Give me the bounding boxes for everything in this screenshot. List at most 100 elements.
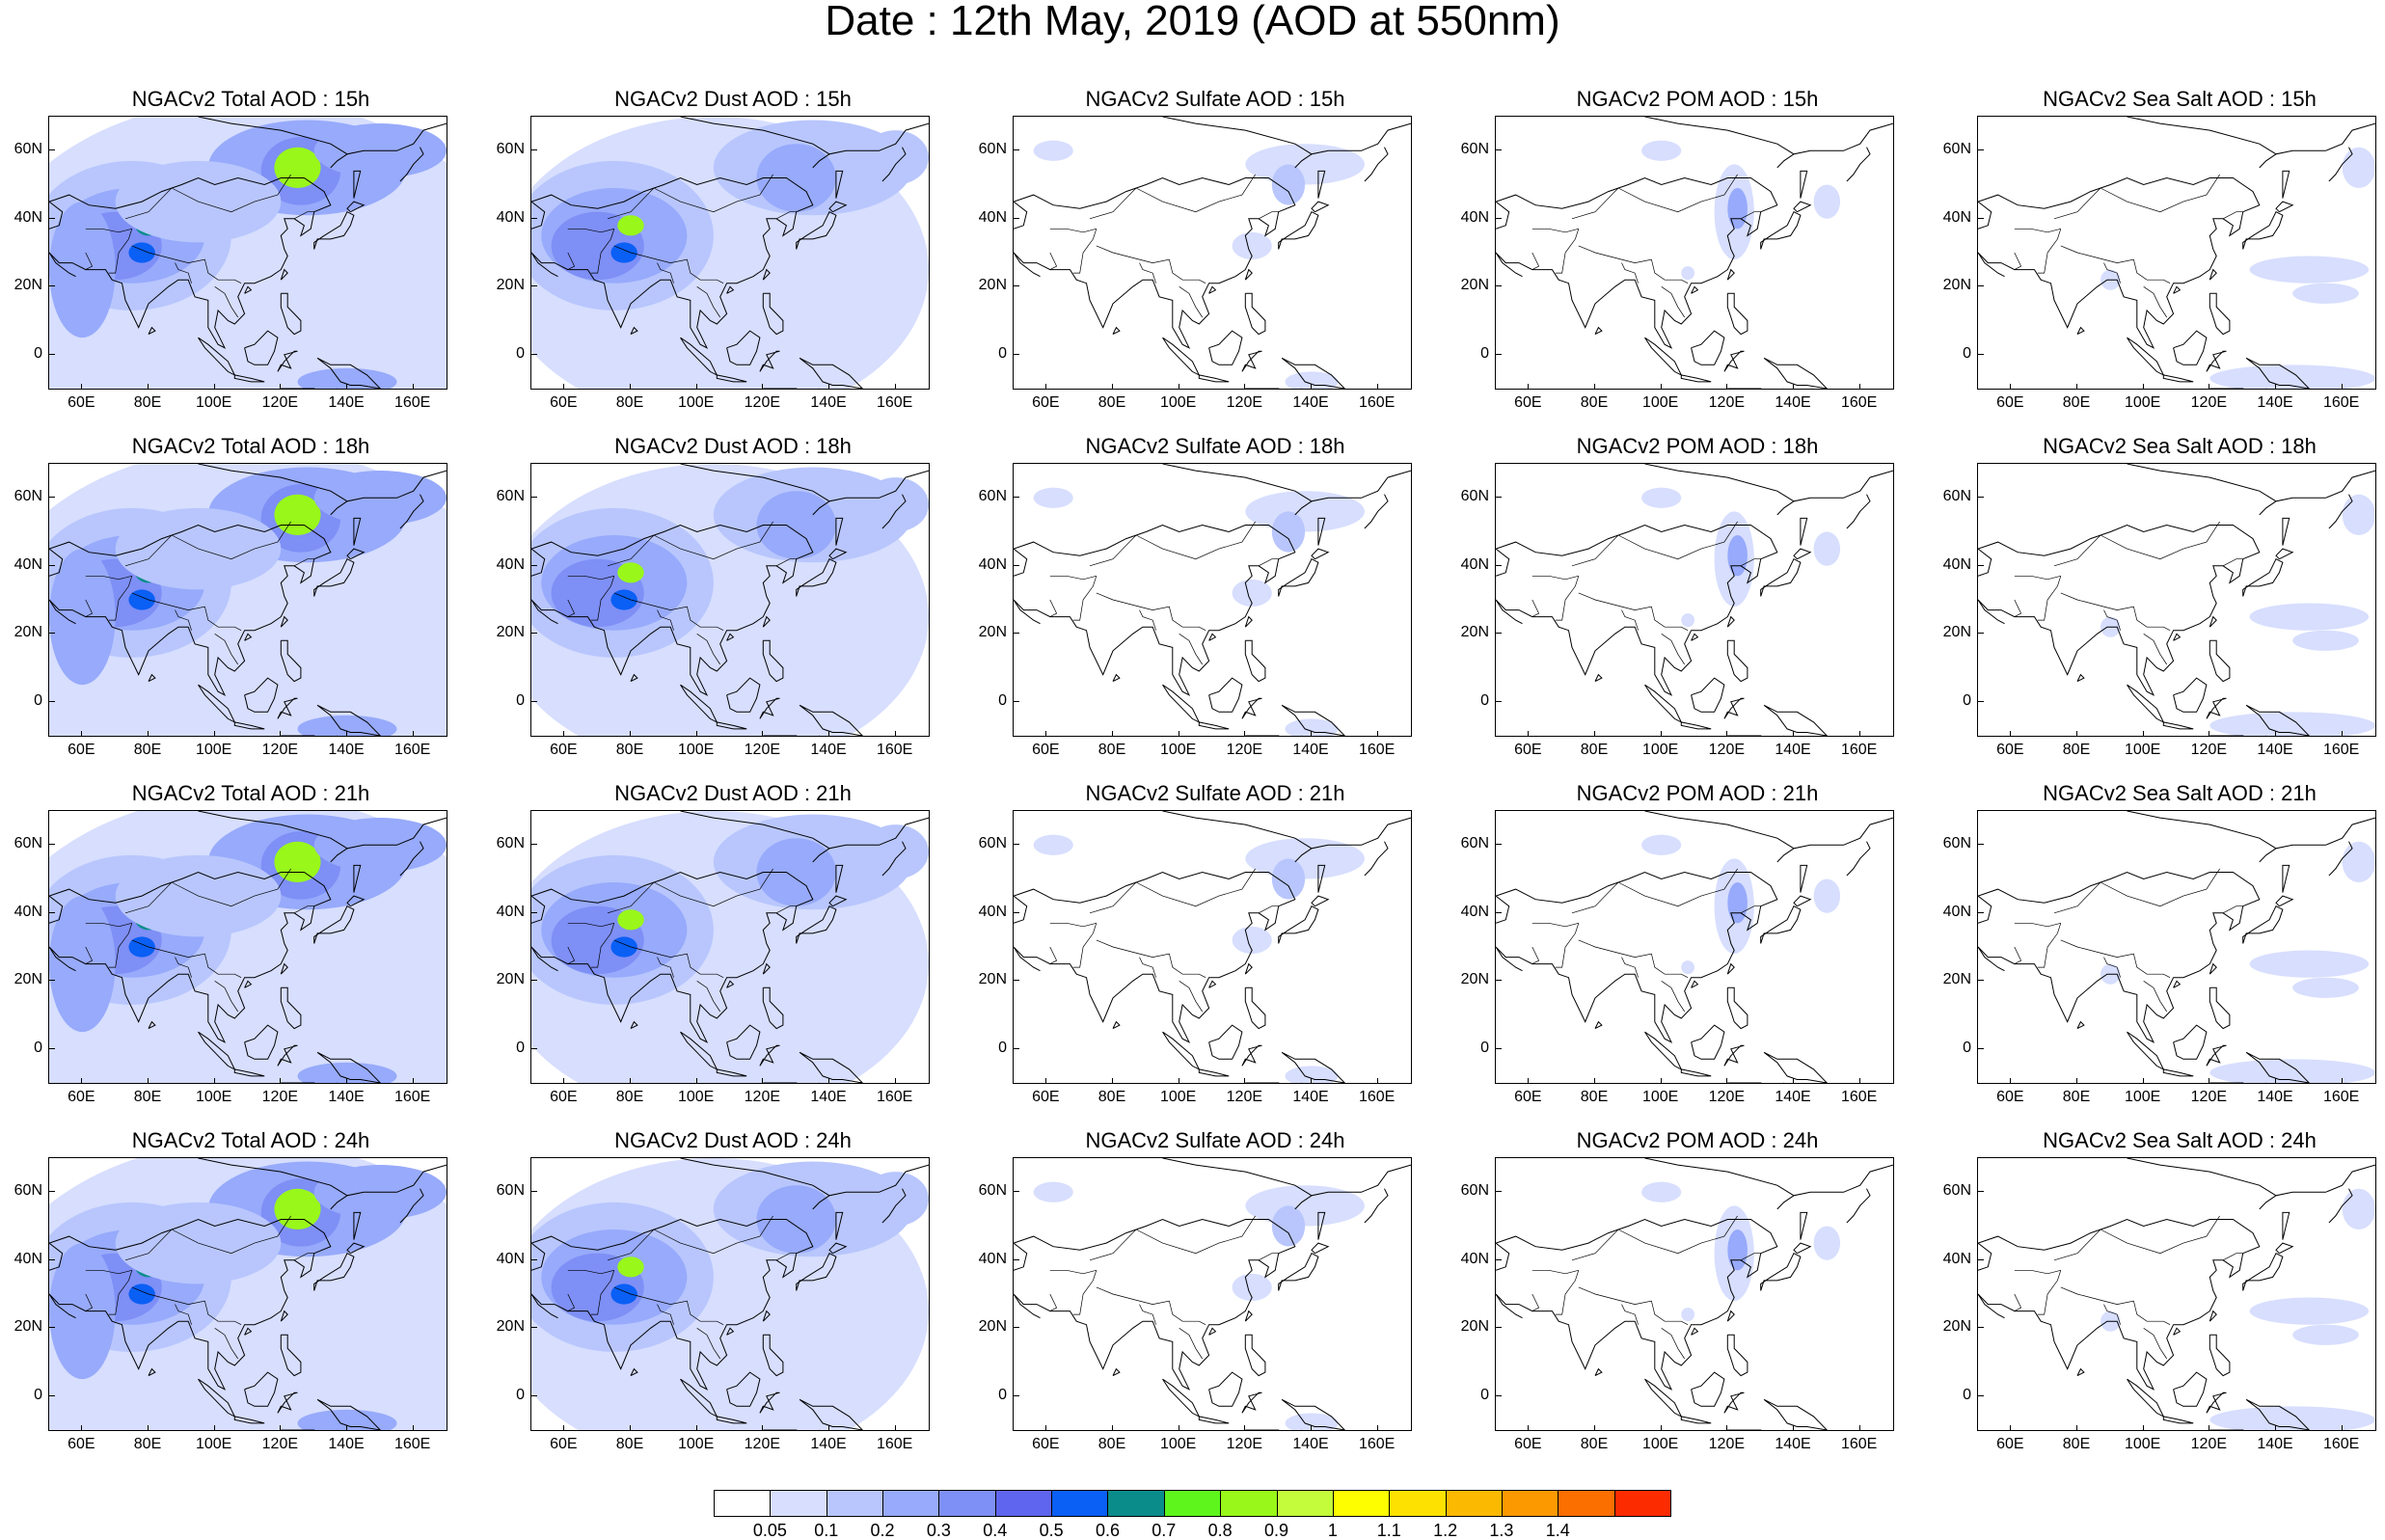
- coastline: [49, 524, 332, 696]
- aod-region: [1681, 960, 1694, 975]
- map-panel: NGACv2 Total AOD : 21h 60E 80E 100E 120E 140E…: [14, 781, 463, 1105]
- coastline: [1162, 1158, 1411, 1197]
- coastline: [1244, 268, 1253, 281]
- coastline: [2328, 494, 2353, 529]
- country-border: [1049, 599, 1058, 617]
- lon-tick: [1660, 1078, 1662, 1084]
- lon-tick-label: 120E: [261, 394, 299, 411]
- country-border: [1049, 1293, 1058, 1311]
- lon-tick: [1793, 384, 1794, 390]
- lon-tick: [630, 1078, 631, 1084]
- coastline: [277, 697, 298, 719]
- aod-region: [297, 367, 397, 389]
- lon-tick: [630, 731, 631, 737]
- lat-tick: [1978, 497, 1984, 499]
- country-border: [2014, 1293, 2022, 1311]
- lat-tick: [49, 1258, 55, 1260]
- lon-tick-label: 80E: [1098, 742, 1126, 758]
- lat-tick-label: 0: [34, 1039, 42, 1056]
- coastline: [280, 962, 288, 975]
- coastline: [881, 147, 907, 182]
- coastline: [881, 1188, 907, 1224]
- lon-tick: [2341, 1425, 2343, 1431]
- lon-tick-label: 80E: [2062, 1089, 2091, 1105]
- country-border: [1258, 558, 1279, 567]
- lon-tick: [1594, 384, 1595, 390]
- coastline: [1691, 677, 1725, 713]
- coastline: [1793, 201, 1812, 213]
- country-border: [1089, 521, 1256, 567]
- coastline: [330, 153, 348, 169]
- lon-tick: [2275, 384, 2276, 390]
- coastline: [1364, 1188, 1389, 1224]
- colorbar-swatch: [994, 1490, 1053, 1517]
- coastline: [762, 615, 771, 628]
- lon-tick-label: 140E: [810, 394, 847, 411]
- lon-tick: [1376, 1078, 1378, 1084]
- lat-tick: [1014, 149, 1019, 151]
- coastline: [726, 980, 735, 988]
- coastline: [2282, 170, 2290, 199]
- coastline: [2245, 357, 2310, 389]
- map-panel: NGACv2 Dust AOD : 21h 60E 80E 100E 120E 140E 1…: [497, 781, 945, 1105]
- coastline: [1244, 639, 1266, 683]
- colorbar-swatch: [882, 1490, 940, 1517]
- coastline: [1162, 684, 1201, 724]
- coastline: [1793, 895, 1812, 907]
- lon-tick: [1045, 1425, 1047, 1431]
- aod-map: [49, 117, 447, 389]
- lat-tick-label: 20N: [14, 624, 42, 641]
- coastline: [835, 517, 844, 546]
- lat-tick-label: 0: [1480, 344, 1489, 362]
- coastline: [2076, 1020, 2085, 1030]
- lon-tick: [1045, 1078, 1047, 1084]
- lat-tick: [1014, 353, 1019, 355]
- coastline: [346, 1242, 366, 1255]
- country-border: [590, 229, 615, 274]
- lon-tick-label: 140E: [2257, 1436, 2293, 1452]
- map-panel: NGACv2 Sea Salt AOD : 15h 60E 80E 100E 120E 1…: [1943, 87, 2385, 411]
- country-border: [1531, 922, 1579, 928]
- country-border: [1578, 1286, 1689, 1326]
- aod-region: [2209, 365, 2375, 389]
- coastline: [148, 1020, 156, 1030]
- colorbar-label: 0.5: [1039, 1521, 1064, 1540]
- coastline: [2162, 1416, 2194, 1424]
- lat-tick-label: 40N: [1460, 1250, 1489, 1267]
- country-border: [108, 229, 133, 274]
- lon-tick: [2010, 731, 2012, 737]
- lon-tick: [894, 1078, 896, 1084]
- lat-tick: [1014, 1191, 1019, 1193]
- aod-region: [2292, 1324, 2359, 1345]
- lon-tick-label: 160E: [393, 1089, 431, 1105]
- coastline: [1760, 211, 1802, 250]
- coastline: [1978, 252, 2005, 278]
- lon-tick-label: 160E: [393, 394, 431, 411]
- coastline: [2173, 980, 2182, 988]
- country-border: [85, 599, 94, 617]
- lat-tick-label: 0: [1963, 1039, 1971, 1056]
- country-border: [2014, 1269, 2061, 1275]
- coastline: [1691, 285, 1699, 294]
- coastline: [1311, 201, 1330, 213]
- country-border: [1049, 1269, 1097, 1275]
- lat-tick: [1978, 564, 1984, 566]
- lat-tick-label: 40N: [14, 1250, 42, 1267]
- lon-tick-label: 140E: [2257, 394, 2293, 411]
- coastline: [2127, 464, 2375, 502]
- lon-tick-label: 120E: [1226, 1436, 1263, 1452]
- coastline: [2127, 811, 2375, 850]
- country-border: [1258, 211, 1279, 220]
- coastline: [399, 1188, 424, 1224]
- lon-tick: [563, 384, 565, 390]
- coastline: [1723, 1044, 1745, 1067]
- aod-region: [1681, 1308, 1694, 1322]
- aod-region: [1271, 511, 1306, 553]
- lon-tick-label: 60E: [1514, 1089, 1542, 1105]
- colorbar-label: 0.6: [1095, 1521, 1120, 1540]
- country-border: [2060, 1286, 2171, 1326]
- lon-tick: [695, 1078, 697, 1084]
- coastline: [2282, 517, 2290, 546]
- lon-tick: [1858, 1078, 1860, 1084]
- lon-tick-label: 160E: [1358, 1436, 1396, 1452]
